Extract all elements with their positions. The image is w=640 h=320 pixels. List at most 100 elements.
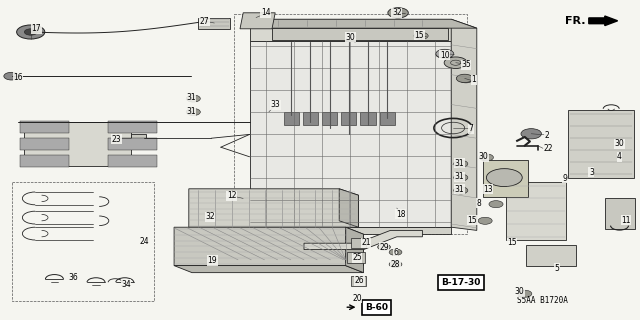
Text: 29: 29 bbox=[379, 243, 389, 252]
Text: B-17-30: B-17-30 bbox=[441, 278, 481, 287]
Text: 33: 33 bbox=[270, 100, 280, 109]
Text: 25: 25 bbox=[352, 253, 362, 262]
Text: 32: 32 bbox=[392, 8, 402, 17]
Polygon shape bbox=[284, 112, 299, 125]
Text: FR.: FR. bbox=[565, 16, 586, 26]
Circle shape bbox=[478, 217, 492, 224]
Circle shape bbox=[479, 154, 493, 161]
Text: 23: 23 bbox=[111, 135, 122, 144]
Text: 30: 30 bbox=[614, 140, 625, 148]
Polygon shape bbox=[24, 122, 131, 166]
Polygon shape bbox=[269, 19, 432, 27]
Text: 34: 34 bbox=[121, 280, 131, 289]
Circle shape bbox=[389, 249, 402, 255]
Polygon shape bbox=[131, 134, 146, 142]
Circle shape bbox=[444, 57, 467, 68]
Text: 10: 10 bbox=[440, 51, 450, 60]
Polygon shape bbox=[526, 245, 576, 266]
Text: B-60: B-60 bbox=[365, 303, 388, 312]
Circle shape bbox=[24, 29, 37, 35]
Text: 5: 5 bbox=[554, 264, 559, 273]
Polygon shape bbox=[360, 112, 376, 125]
Circle shape bbox=[452, 60, 467, 68]
Polygon shape bbox=[240, 13, 275, 29]
Text: 14: 14 bbox=[260, 8, 271, 17]
Polygon shape bbox=[322, 112, 337, 125]
Circle shape bbox=[378, 244, 390, 250]
Polygon shape bbox=[108, 138, 157, 150]
Polygon shape bbox=[351, 238, 366, 248]
Text: 31: 31 bbox=[454, 172, 465, 181]
Text: 9: 9 bbox=[562, 174, 567, 183]
Text: 1: 1 bbox=[471, 76, 476, 84]
Text: 3: 3 bbox=[589, 168, 594, 177]
Circle shape bbox=[186, 95, 200, 102]
Text: S5AA B1720A: S5AA B1720A bbox=[516, 296, 568, 305]
Polygon shape bbox=[20, 121, 69, 133]
Polygon shape bbox=[20, 155, 69, 167]
Polygon shape bbox=[250, 41, 451, 227]
Circle shape bbox=[486, 169, 522, 187]
Polygon shape bbox=[108, 155, 157, 167]
Text: 31: 31 bbox=[186, 107, 196, 116]
Text: 15: 15 bbox=[467, 216, 477, 225]
Text: 27: 27 bbox=[200, 17, 210, 26]
Circle shape bbox=[518, 290, 532, 297]
Text: 13: 13 bbox=[483, 185, 493, 194]
Text: 30: 30 bbox=[478, 152, 488, 161]
Circle shape bbox=[436, 51, 450, 58]
Polygon shape bbox=[189, 189, 358, 227]
Text: 8: 8 bbox=[476, 199, 481, 208]
Polygon shape bbox=[351, 276, 366, 286]
Circle shape bbox=[388, 8, 408, 18]
Circle shape bbox=[489, 201, 503, 208]
Circle shape bbox=[17, 25, 45, 39]
Polygon shape bbox=[568, 110, 634, 178]
Text: 24: 24 bbox=[139, 237, 149, 246]
Text: 16: 16 bbox=[13, 73, 23, 82]
Polygon shape bbox=[483, 160, 528, 197]
Polygon shape bbox=[347, 252, 365, 263]
Circle shape bbox=[389, 261, 402, 268]
Polygon shape bbox=[108, 121, 157, 133]
Text: 17: 17 bbox=[31, 24, 42, 33]
Circle shape bbox=[414, 32, 428, 39]
Text: 11: 11 bbox=[621, 216, 630, 225]
Text: 21: 21 bbox=[362, 238, 371, 247]
Circle shape bbox=[454, 187, 468, 194]
Polygon shape bbox=[346, 227, 364, 273]
Polygon shape bbox=[174, 266, 364, 273]
Text: 26: 26 bbox=[355, 276, 365, 285]
Polygon shape bbox=[250, 227, 451, 234]
Circle shape bbox=[393, 10, 407, 17]
Polygon shape bbox=[380, 112, 395, 125]
Polygon shape bbox=[339, 189, 358, 227]
Polygon shape bbox=[198, 18, 230, 29]
Text: 20: 20 bbox=[352, 294, 362, 303]
Text: 31: 31 bbox=[454, 185, 465, 194]
FancyArrow shape bbox=[589, 16, 618, 26]
Text: 31: 31 bbox=[454, 159, 465, 168]
Circle shape bbox=[186, 108, 200, 116]
Polygon shape bbox=[250, 19, 451, 41]
Polygon shape bbox=[272, 28, 448, 40]
Polygon shape bbox=[341, 112, 356, 125]
Polygon shape bbox=[303, 112, 318, 125]
Text: 22: 22 bbox=[543, 144, 552, 153]
Text: 18: 18 bbox=[396, 210, 405, 219]
Circle shape bbox=[454, 174, 468, 181]
Polygon shape bbox=[451, 19, 477, 230]
Polygon shape bbox=[304, 230, 422, 250]
Text: 32: 32 bbox=[205, 212, 215, 221]
Polygon shape bbox=[20, 138, 69, 150]
Circle shape bbox=[456, 74, 473, 83]
Polygon shape bbox=[506, 182, 566, 240]
Polygon shape bbox=[250, 19, 477, 28]
Circle shape bbox=[436, 49, 454, 58]
Text: 7: 7 bbox=[468, 124, 474, 133]
Text: 28: 28 bbox=[391, 260, 400, 269]
Polygon shape bbox=[174, 227, 364, 266]
Circle shape bbox=[454, 160, 468, 167]
Text: 2: 2 bbox=[545, 132, 550, 140]
Text: 31: 31 bbox=[186, 93, 196, 102]
